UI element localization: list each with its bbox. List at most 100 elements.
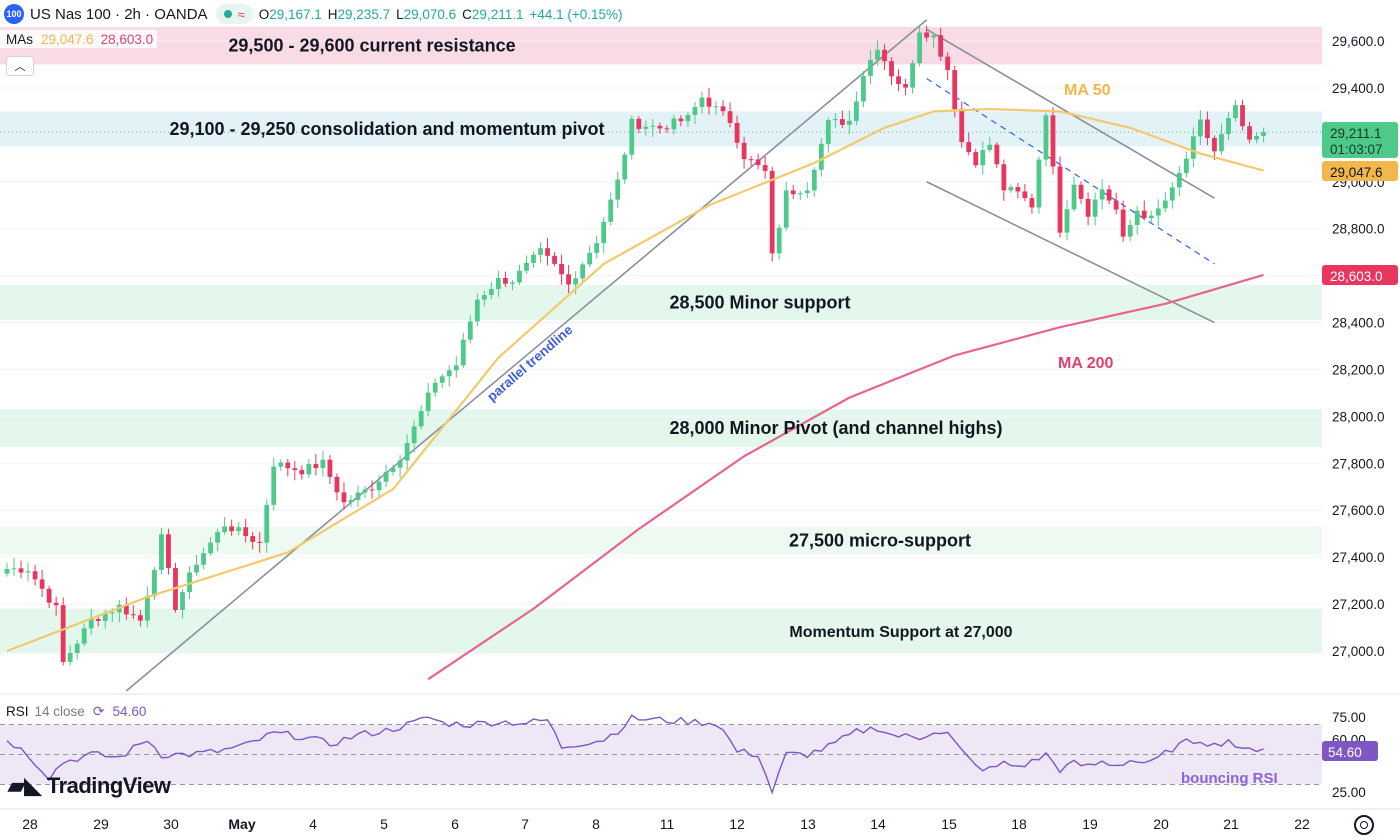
candle [1092,192,1098,226]
ma200-tag: 28,603.0 [1322,265,1398,285]
time-tick-label: May [228,816,255,832]
candle-body [650,125,656,127]
trendline [926,181,1215,324]
last-close-tag-bg [1322,122,1398,158]
price-axis-bg [1322,0,1400,693]
candle-body [804,190,810,194]
candle-body [1155,208,1161,216]
candle-body [60,605,66,662]
time-tick-label: 8 [592,816,600,832]
candle [566,264,571,294]
candle-body [1064,209,1070,233]
candle-body [1057,166,1063,233]
collapse-legend-button[interactable]: ︿ [6,56,34,76]
candle-body [130,614,136,616]
candle-body [1148,215,1154,219]
candle-body [488,289,494,296]
tradingview-logo[interactable]: ▰◣ TradingView [8,772,171,800]
candle [376,475,382,497]
candle-body [559,263,564,275]
rsi-legend[interactable]: RSI 14 close ⟳ 54.60 [0,702,146,720]
settings-gear-icon[interactable] [1354,815,1374,835]
candle-body [741,142,747,160]
candle [734,115,740,149]
candle-body [292,468,298,470]
logo-text: TradingView [46,773,171,798]
candle [53,596,59,616]
symbol-badge-icon[interactable]: 100 [4,4,24,24]
candle-body [418,411,424,427]
moving-averages-layer [6,107,1264,681]
candle [299,465,305,480]
candle [341,482,347,510]
candle-body [924,32,930,38]
time-tick-label: 15 [941,816,957,832]
candle-body [390,467,396,472]
candle [931,32,937,48]
candle-body [264,504,270,543]
zone-label: 27,500 micro-support [789,531,971,551]
candle-body [1219,134,1224,152]
candle-body [959,109,965,143]
candle-body [594,243,600,253]
zone-band [0,111,1322,147]
time-axis[interactable]: 28 29 30 May 4 5 6 7 8 11 12 13 14 15 18 19 20 21 22 [0,808,1400,832]
candle [1078,181,1084,204]
candle-body [825,120,831,144]
candle [496,270,501,297]
candle-body [137,615,143,621]
market-status-pill[interactable]: ≈ [215,4,253,24]
candle [580,261,586,284]
candle-body [671,118,677,130]
candle [994,142,1000,169]
candle [1071,176,1077,212]
candle-body [629,118,635,155]
candle [643,120,649,136]
candle [439,373,445,389]
candle-body [123,604,129,615]
candle [811,167,817,197]
ma-legend[interactable]: MAs 29,047.6 28,603.0 [0,30,158,48]
zone-band [0,526,1322,555]
candle-body [4,568,10,574]
candle-body [1050,115,1056,167]
candle [573,271,579,295]
ma50-tag: 29,047.6 [1322,161,1398,181]
candle-body [1071,184,1077,210]
candle [945,52,951,81]
price-tick-label: 27,200.0 [1332,597,1385,612]
candle [650,119,656,137]
candle [678,115,684,127]
time-tick-label: 5 [380,816,388,832]
candle-body [341,492,347,503]
candle [11,557,17,576]
candle-body [608,199,614,222]
candle [1134,205,1140,235]
symbol-title[interactable]: US Nas 100 · 2h · OANDA [30,5,208,23]
candle [608,192,614,226]
candle-body [74,643,80,654]
zone-label: 28,500 Minor support [669,293,850,313]
candle [818,137,824,177]
candle [903,78,908,96]
candle-body [257,541,263,543]
candle-body [917,32,922,64]
candle-body [348,500,354,503]
candle [306,459,312,478]
ma50-legend-value: 29,047.6 [41,31,94,47]
candle-body [299,469,305,475]
time-tick-label: 14 [870,816,886,832]
price-tick-label: 29,600.0 [1332,34,1385,49]
price-tick-label: 27,600.0 [1332,503,1385,518]
candle [517,264,522,285]
candle-body [699,97,705,108]
candle [229,519,235,536]
candle-body [854,101,859,121]
rsi-annotation: bouncing RSI [1181,770,1278,787]
price-axis[interactable]: 29,600.029,400.029,200.029,000.028,800.0… [1322,0,1400,693]
candle-body [931,35,937,38]
rsi-value-tag-text: 54.60 [1328,745,1362,760]
candle-body [713,106,719,108]
